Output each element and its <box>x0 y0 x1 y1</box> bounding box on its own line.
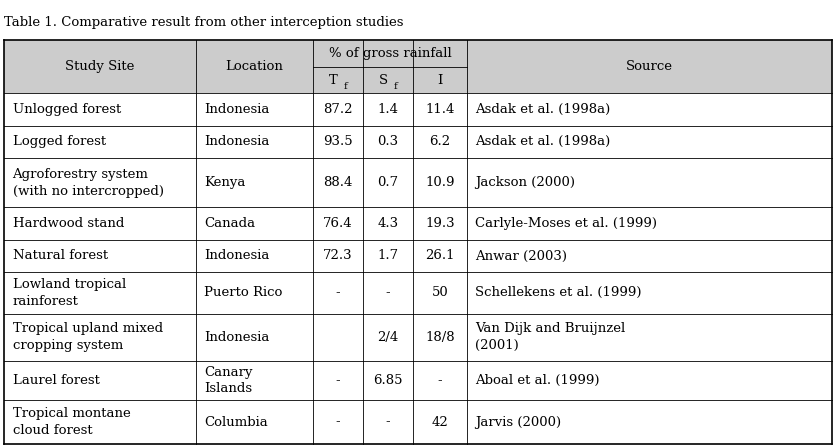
Text: Jarvis (2000): Jarvis (2000) <box>475 416 561 429</box>
Text: Logged forest: Logged forest <box>13 136 106 149</box>
Text: -: - <box>385 416 390 429</box>
Text: Puerto Rico: Puerto Rico <box>204 286 283 299</box>
Text: 50: 50 <box>431 286 449 299</box>
Text: Unlogged forest: Unlogged forest <box>13 103 121 116</box>
Text: Location: Location <box>225 60 284 73</box>
Text: Asdak et al. (1998a): Asdak et al. (1998a) <box>475 136 610 149</box>
Bar <box>4 401 832 444</box>
Text: 2/4: 2/4 <box>377 331 399 344</box>
Text: 6.2: 6.2 <box>430 136 450 149</box>
Text: Natural forest: Natural forest <box>13 249 108 262</box>
Text: Indonesia: Indonesia <box>204 103 269 116</box>
Text: 42: 42 <box>431 416 449 429</box>
Text: -: - <box>335 416 340 429</box>
Text: Agroforestry system
(with no intercropped): Agroforestry system (with no intercroppe… <box>13 168 163 198</box>
Text: Anwar (2003): Anwar (2003) <box>475 249 567 262</box>
Text: -: - <box>385 286 390 299</box>
Text: 11.4: 11.4 <box>425 103 455 116</box>
Text: Indonesia: Indonesia <box>204 136 269 149</box>
Text: Tropical montane
cloud forest: Tropical montane cloud forest <box>13 407 130 437</box>
Text: Carlyle-Moses et al. (1999): Carlyle-Moses et al. (1999) <box>475 217 657 230</box>
Text: Asdak et al. (1998a): Asdak et al. (1998a) <box>475 103 610 116</box>
Text: Columbia: Columbia <box>204 416 268 429</box>
Text: 93.5: 93.5 <box>323 136 353 149</box>
Text: 18/8: 18/8 <box>425 331 455 344</box>
Text: Canada: Canada <box>204 217 255 230</box>
Bar <box>4 158 832 207</box>
Bar <box>4 93 832 126</box>
Text: Source: Source <box>626 60 673 73</box>
Text: -: - <box>335 374 340 387</box>
Bar <box>4 240 832 272</box>
Text: 76.4: 76.4 <box>323 217 353 230</box>
Text: S: S <box>379 74 388 87</box>
Text: -: - <box>335 286 340 299</box>
Bar <box>4 272 832 314</box>
Text: 0.7: 0.7 <box>377 176 399 189</box>
Text: 4.3: 4.3 <box>377 217 399 230</box>
Text: 0.3: 0.3 <box>377 136 399 149</box>
Text: Table 1. Comparative result from other interception studies: Table 1. Comparative result from other i… <box>4 16 404 29</box>
Text: Tropical upland mixed
cropping system: Tropical upland mixed cropping system <box>13 322 163 352</box>
Text: 72.3: 72.3 <box>323 249 353 262</box>
Text: Canary
Islands: Canary Islands <box>204 366 253 396</box>
Bar <box>4 361 832 401</box>
Text: 19.3: 19.3 <box>425 217 455 230</box>
Text: 26.1: 26.1 <box>425 249 455 262</box>
Text: Laurel forest: Laurel forest <box>13 374 99 387</box>
Text: 1.4: 1.4 <box>377 103 399 116</box>
Text: I: I <box>437 74 443 87</box>
Text: f: f <box>394 82 397 91</box>
Text: 6.85: 6.85 <box>373 374 403 387</box>
Text: f: f <box>344 82 347 91</box>
Text: 87.2: 87.2 <box>323 103 353 116</box>
Text: % of gross rainfall: % of gross rainfall <box>329 47 451 60</box>
Text: Schellekens et al. (1999): Schellekens et al. (1999) <box>475 286 642 299</box>
Text: Aboal et al. (1999): Aboal et al. (1999) <box>475 374 600 387</box>
Text: Indonesia: Indonesia <box>204 331 269 344</box>
Text: Jackson (2000): Jackson (2000) <box>475 176 575 189</box>
Text: -: - <box>438 374 442 387</box>
Text: Kenya: Kenya <box>204 176 246 189</box>
Bar <box>4 314 832 361</box>
Text: 88.4: 88.4 <box>323 176 353 189</box>
Text: 10.9: 10.9 <box>425 176 455 189</box>
Text: Study Site: Study Site <box>65 60 135 73</box>
Bar <box>4 126 832 158</box>
Bar <box>4 207 832 240</box>
Text: T: T <box>329 74 338 87</box>
Text: Van Dijk and Bruijnzel
(2001): Van Dijk and Bruijnzel (2001) <box>475 322 626 352</box>
Text: 1.7: 1.7 <box>377 249 399 262</box>
Text: Indonesia: Indonesia <box>204 249 269 262</box>
Text: Lowland tropical
rainforest: Lowland tropical rainforest <box>13 278 126 308</box>
Text: Hardwood stand: Hardwood stand <box>13 217 124 230</box>
Bar <box>4 40 832 93</box>
